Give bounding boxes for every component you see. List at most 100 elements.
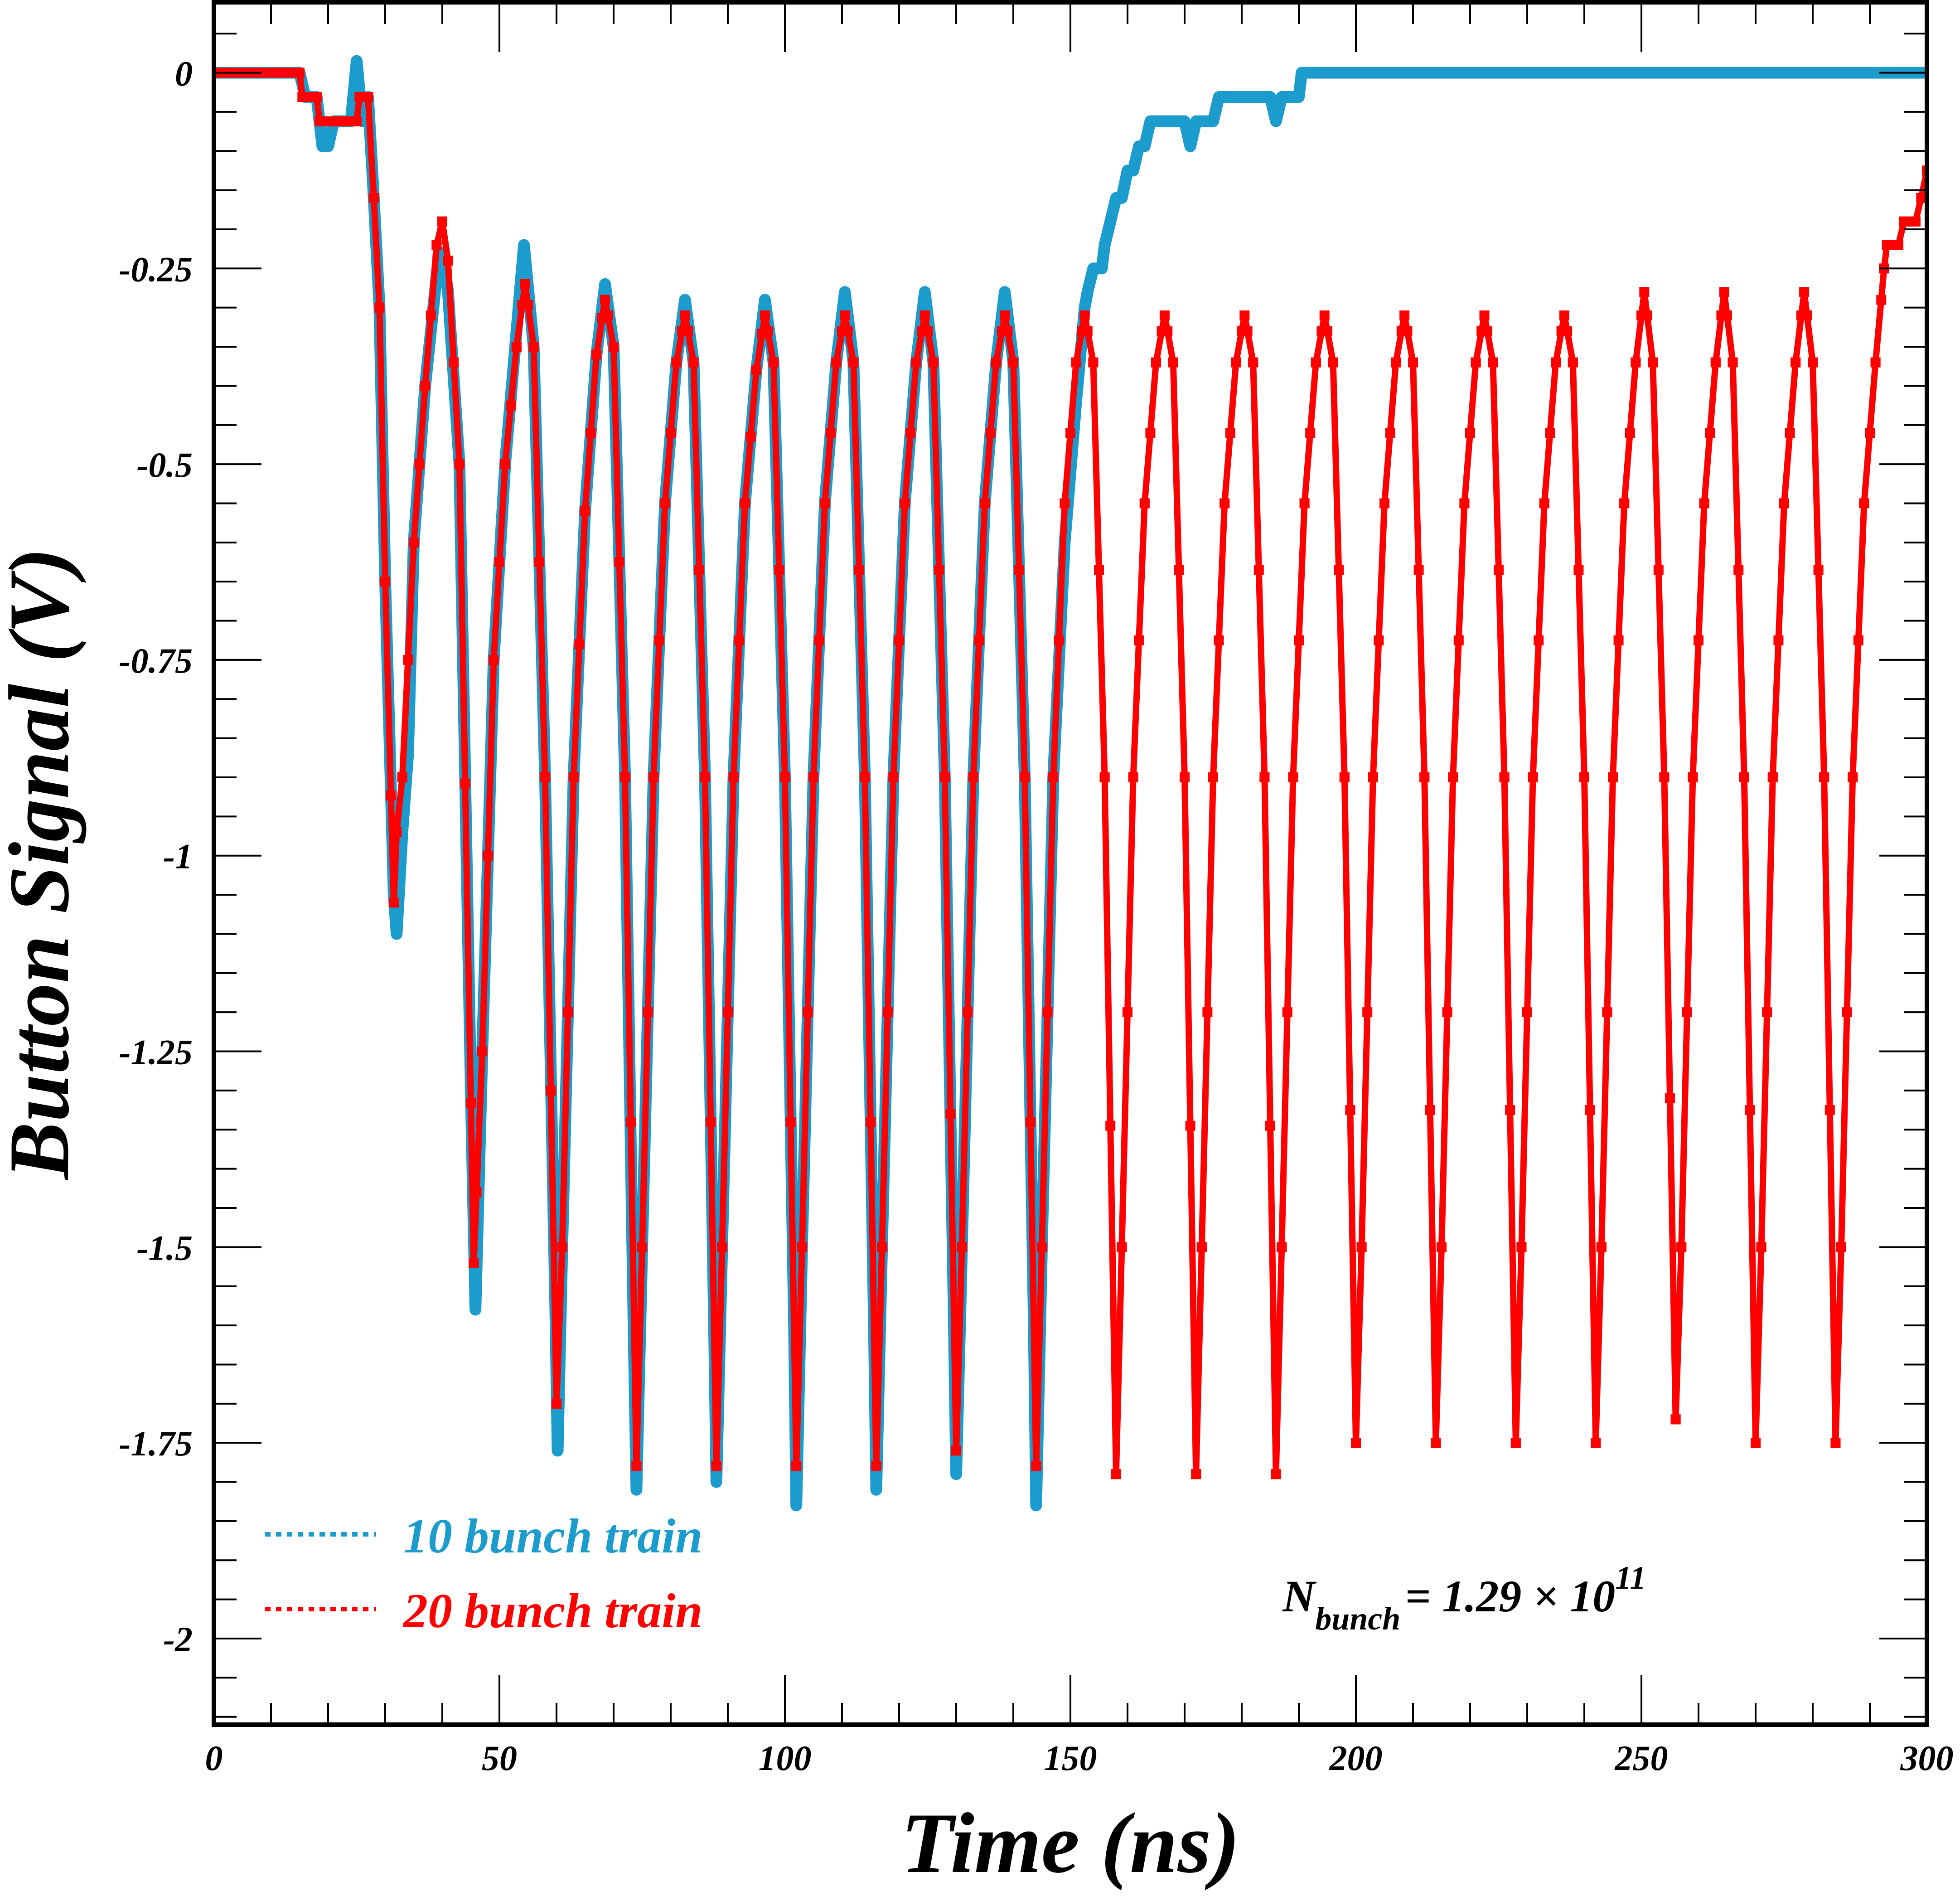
x-tick-label: 200 xyxy=(1329,1738,1383,1778)
data-point-marker xyxy=(500,459,510,470)
data-point-marker xyxy=(1008,357,1018,368)
data-point-marker xyxy=(1322,326,1332,336)
data-point-marker xyxy=(1437,1242,1447,1252)
data-point-marker xyxy=(1733,565,1744,575)
data-point-marker xyxy=(963,1007,973,1018)
data-point-marker xyxy=(1379,498,1389,509)
data-point-marker xyxy=(700,772,710,782)
y-tick-label: -1.75 xyxy=(119,1424,193,1463)
data-point-marker xyxy=(483,850,493,861)
data-point-marker xyxy=(1191,1469,1201,1479)
data-point-marker xyxy=(1653,565,1664,575)
data-point-marker xyxy=(1705,428,1715,438)
series-line xyxy=(214,55,1927,1512)
data-point-marker xyxy=(1922,165,1927,176)
data-point-marker xyxy=(1402,326,1413,336)
data-point-marker xyxy=(717,1242,727,1252)
data-point-marker xyxy=(648,772,659,782)
data-point-marker xyxy=(546,1085,556,1096)
data-point-marker xyxy=(1459,498,1470,509)
data-point-marker xyxy=(1208,772,1218,782)
y-tick-label: -1.25 xyxy=(119,1033,193,1072)
data-point-marker xyxy=(352,116,362,126)
data-point-marker xyxy=(1719,287,1729,297)
data-point-marker xyxy=(1568,357,1578,368)
data-point-marker xyxy=(1465,428,1475,438)
data-point-marker xyxy=(1174,565,1184,575)
y-tick-label: -1 xyxy=(163,837,193,876)
data-point-marker xyxy=(671,357,682,368)
data-point-marker xyxy=(431,240,442,250)
data-point-marker xyxy=(740,498,750,509)
data-point-marker xyxy=(920,310,930,320)
data-point-marker xyxy=(1088,357,1099,368)
data-point-marker xyxy=(774,565,784,575)
data-point-marker xyxy=(1242,326,1253,336)
data-point-marker xyxy=(614,557,624,567)
data-point-marker xyxy=(1799,287,1810,297)
data-point-marker xyxy=(520,279,530,289)
y-tick-label: -1.5 xyxy=(137,1228,193,1267)
annotation-value: = 1.29 × 10 xyxy=(1405,1571,1615,1621)
data-point-marker xyxy=(860,772,870,782)
annotation-subscript: bunch xyxy=(1315,1600,1400,1637)
data-point-marker xyxy=(1294,635,1304,645)
data-point-marker xyxy=(1602,1007,1612,1018)
data-point-marker xyxy=(1539,498,1549,509)
data-point-marker xyxy=(609,342,619,352)
y-tick-label: -0.25 xyxy=(119,249,193,289)
data-point-marker xyxy=(1453,635,1464,645)
data-point-marker xyxy=(1196,1242,1207,1252)
data-point-marker xyxy=(1002,326,1013,336)
data-point-marker xyxy=(1802,310,1812,320)
data-point-marker xyxy=(1562,326,1573,336)
data-point-marker xyxy=(968,772,978,782)
data-point-marker xyxy=(1830,1438,1841,1448)
data-point-marker xyxy=(1248,357,1258,368)
data-point-marker xyxy=(803,1007,813,1018)
data-point-marker xyxy=(552,1398,561,1409)
data-point-marker xyxy=(751,365,761,375)
data-point-marker xyxy=(934,565,944,575)
data-point-marker xyxy=(1202,1007,1213,1018)
data-point-marker xyxy=(1756,1242,1766,1252)
legend: 10 bunch train 20 bunch train xyxy=(265,1509,702,1638)
data-point-marker xyxy=(1559,310,1569,320)
annotation-symbol: N xyxy=(1282,1571,1317,1621)
data-point-marker xyxy=(1893,240,1903,250)
data-point-marker xyxy=(1071,357,1081,368)
data-point-marker xyxy=(409,537,419,548)
data-point-marker xyxy=(471,1187,482,1198)
data-point-marker xyxy=(1151,357,1161,368)
data-point-marker xyxy=(734,635,745,645)
data-point-marker xyxy=(1482,326,1492,336)
data-point-marker xyxy=(666,428,676,438)
data-point-marker xyxy=(1408,357,1418,368)
data-point-marker xyxy=(951,1445,961,1456)
data-point-marker xyxy=(1608,772,1618,782)
data-point-marker xyxy=(706,1117,716,1127)
data-point-marker xyxy=(1328,357,1338,368)
data-point-marker xyxy=(991,357,1002,368)
data-point-marker xyxy=(1642,310,1652,320)
data-point-marker xyxy=(397,772,407,782)
data-point-marker xyxy=(1259,772,1270,782)
data-point-marker xyxy=(905,428,916,438)
data-point-marker xyxy=(1271,1469,1281,1479)
data-point-marker xyxy=(469,1257,479,1268)
data-point-marker xyxy=(728,772,739,782)
data-point-marker xyxy=(388,897,399,908)
data-point-marker xyxy=(1025,1117,1036,1127)
x-tick-label: 50 xyxy=(482,1738,517,1778)
data-point-marker xyxy=(1099,772,1110,782)
data-point-marker xyxy=(1499,772,1510,782)
data-point-marker xyxy=(1510,1438,1521,1448)
x-tick-label: 0 xyxy=(205,1738,223,1778)
data-point-marker xyxy=(557,1242,567,1252)
data-point-marker xyxy=(1791,357,1801,368)
data-point-marker xyxy=(568,772,579,782)
data-point-marker xyxy=(1824,1105,1835,1115)
data-point-marker xyxy=(1037,1242,1047,1252)
data-point-marker xyxy=(711,1461,721,1471)
data-point-marker xyxy=(1105,1120,1116,1131)
